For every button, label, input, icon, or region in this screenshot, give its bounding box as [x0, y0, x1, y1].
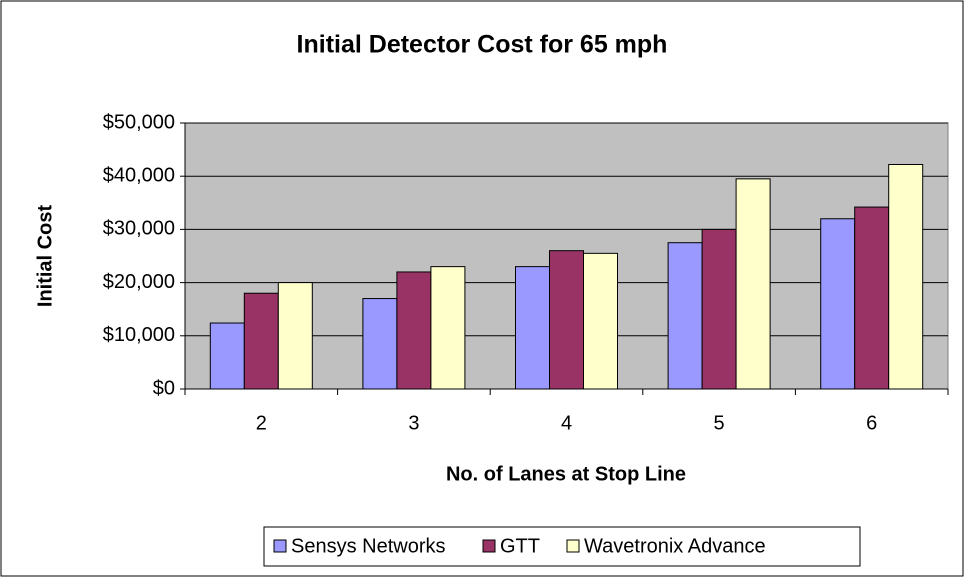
bar	[277, 282, 313, 390]
bar	[243, 292, 279, 390]
bar	[583, 252, 618, 390]
legend-label: Sensys Networks	[291, 535, 446, 557]
bar	[701, 228, 737, 390]
bar	[362, 298, 398, 390]
legend-label: Wavetronix Advance	[584, 535, 766, 557]
x-tick-label: 5	[714, 412, 725, 434]
legend-swatch	[482, 539, 496, 553]
x-tick-label: 4	[561, 412, 572, 434]
y-tick-label: $20,000	[103, 271, 175, 293]
chart-title: Initial Detector Cost for 65 mph	[297, 31, 668, 59]
y-tick-label: $10,000	[103, 324, 175, 346]
bar	[549, 250, 584, 390]
y-tick-label: $50,000	[103, 111, 175, 133]
legend-swatch	[566, 539, 580, 553]
x-tick-label: 3	[408, 412, 419, 434]
y-axis-title: Initial Cost	[34, 205, 56, 308]
bar	[888, 163, 924, 390]
x-tick-label: 2	[256, 412, 267, 434]
y-tick-label: $40,000	[103, 164, 175, 186]
bar	[667, 242, 703, 390]
bar	[396, 271, 432, 390]
bar	[430, 266, 466, 390]
bar	[820, 218, 856, 390]
x-axis-title: No. of Lanes at Stop Line	[446, 463, 686, 485]
bar	[735, 178, 771, 390]
x-tick-label: 6	[866, 412, 877, 434]
bar	[854, 206, 890, 390]
legend-swatch	[273, 539, 287, 553]
y-tick-label: $0	[153, 377, 175, 399]
legend-label: GTT	[500, 535, 540, 557]
legend-box	[263, 526, 861, 567]
y-tick-label: $30,000	[103, 218, 175, 240]
bar	[209, 322, 245, 390]
bar	[515, 266, 550, 390]
